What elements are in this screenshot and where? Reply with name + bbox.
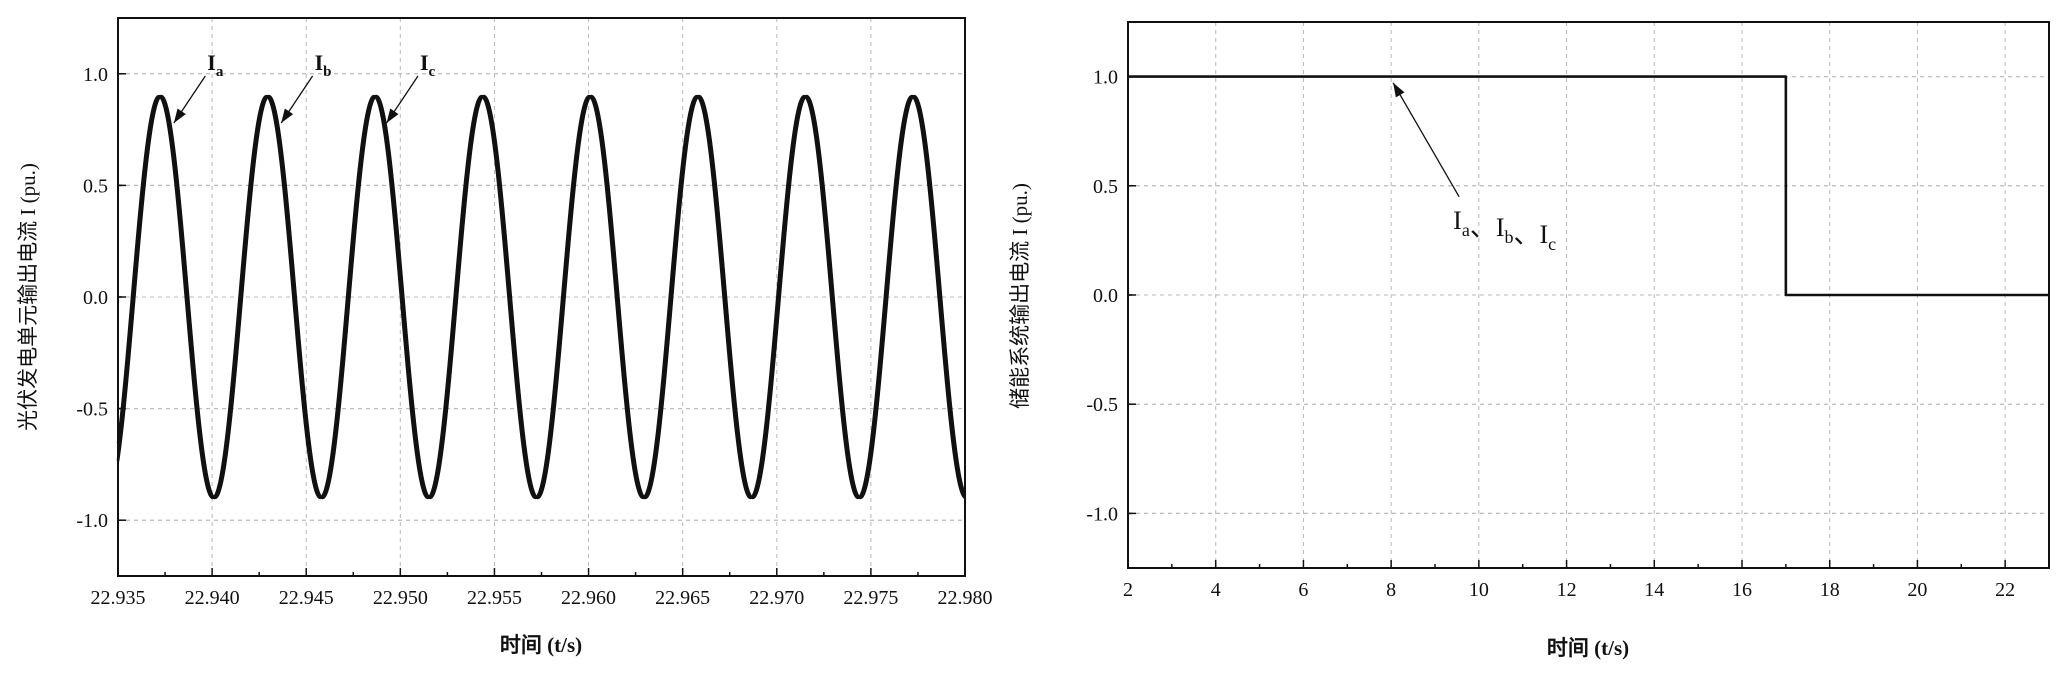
left-y-tick-label: -1.0 [76, 510, 108, 532]
left-x-tick-label: 22.970 [749, 587, 804, 609]
left-y-tick-label: -0.5 [76, 399, 108, 421]
left-y-tick-label: 0.5 [83, 175, 108, 197]
left-annotation-arrow-Ic-head [386, 108, 399, 123]
left-annotations: Ia Ib Ic [173, 50, 436, 124]
left-series-Ib [116, 94, 967, 500]
right-x-tick-label: 12 [1557, 579, 1577, 601]
left-x-axis-label: 时间 (t/s) [500, 633, 582, 657]
right-y-tick-label: 0.5 [1093, 176, 1118, 198]
left-x-tick-label: 22.950 [373, 587, 428, 609]
right-x-tick-label: 14 [1644, 579, 1664, 601]
left-annotation-Ib: Ib [315, 50, 332, 80]
right-y-tick-label: -0.5 [1086, 394, 1118, 416]
right-annotations: Ia、Ib、Ic [1392, 82, 1556, 254]
left-y-axis-label: 光伏发电单元输出电流 I (pu.) [16, 163, 40, 431]
right-x-tick-label: 18 [1820, 579, 1840, 601]
left-x-tick-label: 22.945 [279, 587, 334, 609]
right-x-tick-label: 10 [1469, 579, 1489, 601]
right-ticks: 2 4 6 8 10 12 14 16 18 20 22 -1.0 -0.5 0.0 0.5 1.0 [1086, 67, 2015, 601]
right-chart: 2 4 6 8 10 12 14 16 18 20 22 -1.0 -0.5 0.0 0.5 1.0 Ia、I… [1008, 21, 2050, 660]
left-annotation-arrow-Ia-head [173, 108, 186, 123]
right-curves [1128, 75, 2049, 297]
left-chart: 22.935 22.940 22.945 22.950 22.955 22.960 22.9… [16, 17, 993, 657]
left-series-Ia [116, 94, 967, 500]
left-annotation-Ic: Ic [420, 50, 436, 80]
right-y-tick-label: -1.0 [1086, 503, 1118, 525]
right-annotation-label: Ia、Ib、Ic [1453, 206, 1556, 254]
left-x-tick-label: 22.960 [561, 587, 616, 609]
right-x-tick-label: 16 [1732, 579, 1752, 601]
left-x-tick-label: 22.935 [91, 587, 146, 609]
right-x-tick-label: 2 [1123, 579, 1133, 601]
left-annotation-arrow-Ib-head [281, 108, 294, 123]
left-x-tick-label: 22.955 [467, 587, 522, 609]
right-x-axis-label: 时间 (t/s) [1547, 636, 1629, 660]
left-y-tick-label: 1.0 [83, 64, 108, 86]
left-x-tick-label: 22.980 [938, 587, 993, 609]
right-x-tick-label: 20 [1907, 579, 1927, 601]
right-series-Iabc [1128, 75, 2049, 297]
left-curves [116, 94, 967, 500]
left-x-tick-label: 22.965 [655, 587, 710, 609]
right-annotation-arrow-line [1392, 82, 1460, 198]
left-series-Ic [116, 94, 966, 500]
left-x-tick-label: 22.975 [843, 587, 898, 609]
left-y-tick-label: 0.0 [83, 287, 108, 309]
right-x-tick-label: 6 [1298, 579, 1308, 601]
left-ticks: 22.935 22.940 22.945 22.950 22.955 22.960 22.9… [76, 64, 992, 609]
right-y-tick-label: 0.0 [1093, 285, 1118, 307]
left-x-tick-label: 22.940 [185, 587, 240, 609]
right-x-tick-label: 22 [1995, 579, 2015, 601]
right-y-axis-label: 储能系统输出电流 I (pu.) [1008, 183, 1032, 409]
left-annotation-Ia: Ia [207, 50, 224, 80]
right-annotation-arrow-head [1393, 82, 1405, 98]
right-y-tick-label: 1.0 [1093, 67, 1118, 89]
right-x-tick-label: 4 [1211, 579, 1221, 601]
right-x-tick-label: 8 [1386, 579, 1396, 601]
